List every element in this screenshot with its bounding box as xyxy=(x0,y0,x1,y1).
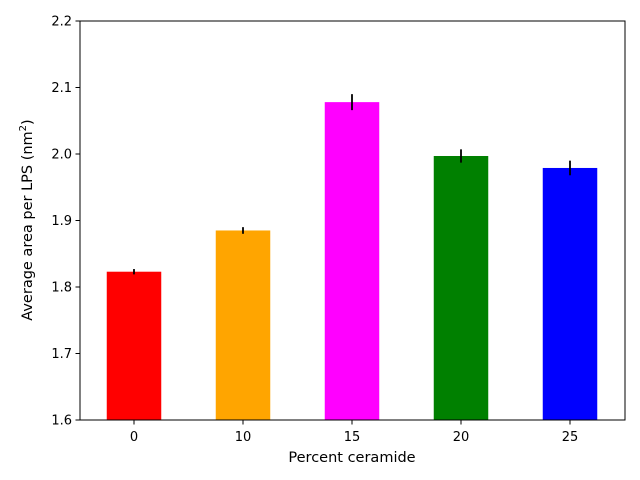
y-tick-label-2.1: 2.1 xyxy=(51,81,72,96)
y-tick-label-2.2: 2.2 xyxy=(51,15,72,30)
x-tick-label-0: 0 xyxy=(130,430,138,445)
y-axis: 1.6 1.7 1.8 1.9 2.0 2.1 2.2 xyxy=(51,15,80,429)
bars-layer xyxy=(106,102,598,420)
bar-15 xyxy=(324,102,380,420)
y-tick-label-1.9: 1.9 xyxy=(51,214,72,229)
x-tick-label-15: 15 xyxy=(344,430,361,445)
x-tick-label-10: 10 xyxy=(235,430,252,445)
bar-0 xyxy=(106,271,162,420)
y-tick-label-1.7: 1.7 xyxy=(51,347,72,362)
y-axis-title-close: ) xyxy=(20,119,36,125)
y-tick-label-1.8: 1.8 xyxy=(51,281,72,296)
error-bars-layer xyxy=(133,94,571,275)
bar-20 xyxy=(433,155,489,420)
y-axis-title-superscript: 2 xyxy=(18,125,29,131)
x-tick-label-20: 20 xyxy=(453,430,470,445)
x-tick-label-25: 25 xyxy=(562,430,579,445)
bar-25 xyxy=(542,167,598,420)
y-tick-label-1.6: 1.6 xyxy=(51,414,72,429)
x-axis-title: Percent ceramide xyxy=(288,450,415,466)
y-tick-label-2.0: 2.0 xyxy=(51,148,72,163)
y-axis-title-main: Average area per LPS (nm xyxy=(20,131,36,320)
bar-10 xyxy=(215,230,271,420)
y-axis-title: Average area per LPS (nm2) xyxy=(18,119,36,320)
x-axis: 0 10 15 20 25 xyxy=(130,420,578,445)
